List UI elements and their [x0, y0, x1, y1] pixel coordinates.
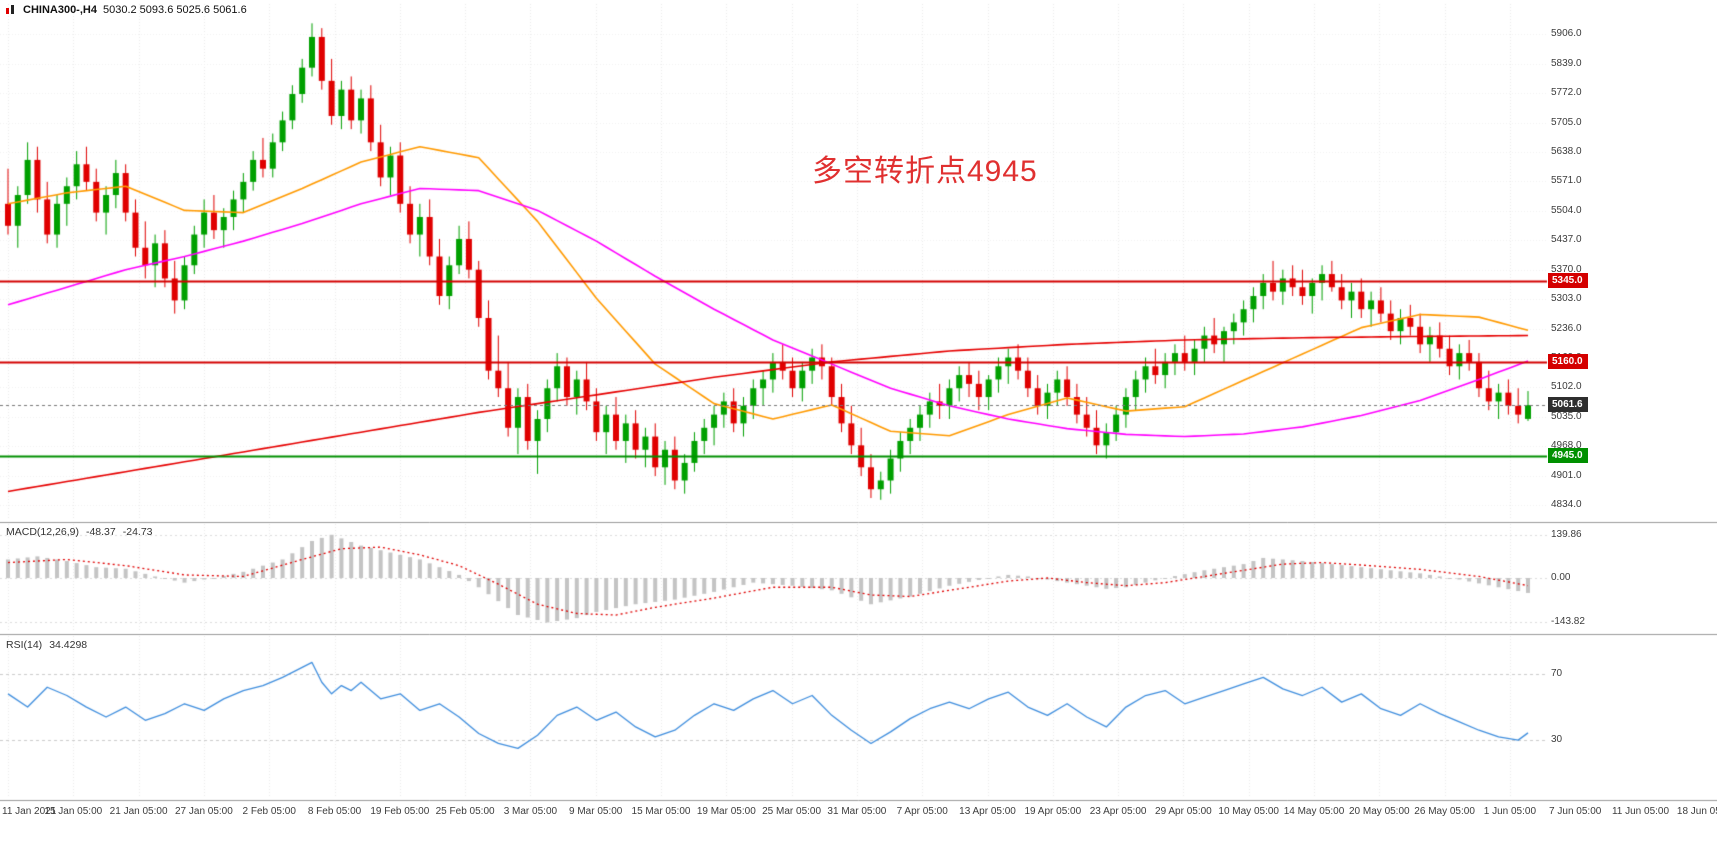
macd-indicator-label: MACD(12,26,9) -48.37 -24.73 — [6, 526, 153, 538]
rsi-indicator-label: RSI(14) 34.4298 — [6, 639, 87, 651]
symbol-timeframe-label: CHINA300-,H4 — [23, 4, 97, 16]
macd-signal-value: -24.73 — [122, 526, 153, 538]
ohlc-quote-label: 5030.2 5093.6 5025.6 5061.6 — [102, 4, 247, 16]
rsi-name: RSI(14) — [6, 639, 43, 651]
chart-header: CHINA300-,H4 5030.2 5093.6 5025.6 5061.6 — [5, 4, 247, 16]
rsi-value: 34.4298 — [49, 639, 88, 651]
annotation-text[interactable]: 多空转折点4945 — [812, 155, 1038, 188]
symbol-icon — [6, 5, 14, 14]
macd-name: MACD(12,26,9) — [6, 526, 79, 538]
macd-main-value: -48.37 — [85, 526, 116, 538]
